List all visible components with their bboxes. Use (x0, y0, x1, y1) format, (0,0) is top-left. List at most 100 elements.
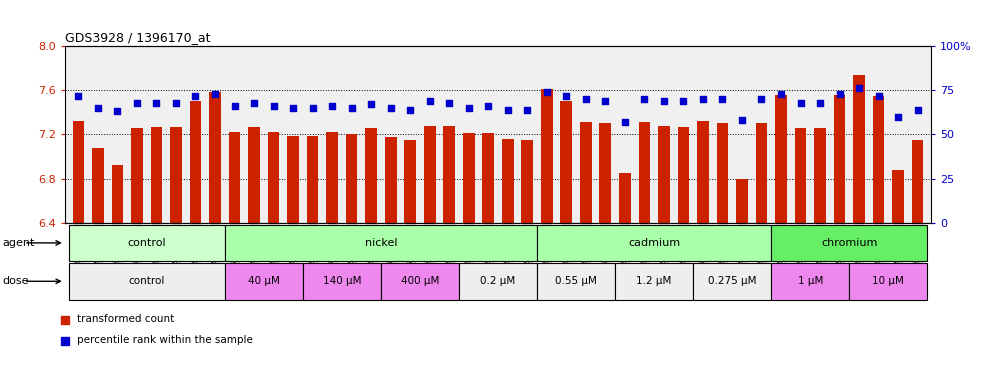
Point (636, 96, 652, 102)
Point (148, 99, 164, 106)
Point (71, 93, 87, 99)
Bar (303, 263, 380, 300)
Bar (756, 123, 767, 223)
Point (812, 99, 828, 106)
Point (128, 99, 145, 106)
Point (675, 98, 691, 104)
Text: chromium: chromium (821, 238, 877, 248)
Text: transformed count: transformed count (77, 314, 174, 324)
Bar (248, 127, 260, 223)
Bar (716, 123, 728, 223)
Text: 40 μM: 40 μM (248, 276, 280, 286)
Bar (775, 94, 787, 223)
Bar (580, 122, 592, 223)
Point (226, 103, 242, 109)
Text: percentile rank within the sample: percentile rank within the sample (77, 335, 253, 345)
Bar (482, 133, 494, 223)
Bar (463, 133, 474, 223)
Point (305, 105, 321, 111)
Point (480, 103, 496, 109)
Bar (537, 263, 616, 300)
Bar (112, 165, 124, 223)
Point (402, 107, 418, 113)
Text: nickel: nickel (365, 238, 397, 248)
Text: 0.275 μM: 0.275 μM (708, 276, 756, 286)
Point (714, 96, 730, 102)
Bar (384, 137, 396, 223)
Bar (131, 128, 142, 223)
Text: dose: dose (2, 276, 29, 286)
Point (500, 107, 516, 113)
Bar (854, 75, 865, 223)
Bar (600, 123, 612, 223)
Point (246, 99, 262, 106)
Bar (225, 225, 537, 261)
Bar (795, 128, 807, 223)
Point (598, 98, 614, 104)
Bar (150, 127, 162, 223)
Point (324, 103, 340, 109)
Point (421, 98, 437, 104)
Point (187, 93, 203, 99)
Bar (502, 139, 514, 223)
Bar (771, 225, 927, 261)
Bar (69, 225, 225, 261)
Point (890, 114, 906, 120)
Text: control: control (128, 276, 165, 286)
Point (90, 105, 106, 111)
Point (168, 99, 184, 106)
Bar (911, 140, 923, 223)
Point (285, 105, 301, 111)
Bar (225, 263, 303, 300)
Bar (771, 263, 850, 300)
Text: 10 μM: 10 μM (872, 276, 904, 286)
Point (364, 101, 379, 108)
Bar (170, 127, 182, 223)
Bar (69, 263, 225, 300)
Bar (404, 140, 416, 223)
Point (734, 117, 750, 123)
Bar (366, 128, 377, 223)
Bar (189, 101, 201, 223)
Bar (619, 173, 630, 223)
Point (773, 91, 789, 97)
Bar (693, 263, 771, 300)
Text: 1 μM: 1 μM (798, 276, 823, 286)
Bar (346, 134, 358, 223)
Point (695, 96, 711, 102)
Bar (697, 121, 709, 223)
Bar (541, 89, 553, 223)
Text: control: control (127, 238, 166, 248)
Bar (287, 136, 299, 223)
Point (578, 96, 594, 102)
Bar (850, 263, 927, 300)
Point (617, 119, 632, 125)
Point (832, 91, 848, 97)
Text: 140 μM: 140 μM (323, 276, 362, 286)
Point (559, 93, 575, 99)
Text: 400 μM: 400 μM (400, 276, 439, 286)
Bar (327, 132, 338, 223)
Bar (380, 263, 459, 300)
Point (207, 91, 223, 97)
Bar (736, 179, 748, 223)
Bar (638, 122, 650, 223)
Bar (424, 126, 435, 223)
Bar (229, 132, 240, 223)
Bar (677, 127, 689, 223)
Point (382, 105, 398, 111)
Bar (814, 128, 826, 223)
Text: GDS3928 / 1396170_at: GDS3928 / 1396170_at (65, 31, 210, 44)
Point (539, 89, 555, 95)
Text: 0.2 μM: 0.2 μM (480, 276, 516, 286)
Bar (92, 147, 104, 223)
Bar (209, 93, 221, 223)
Bar (459, 263, 537, 300)
Point (656, 98, 672, 104)
Bar (834, 94, 846, 223)
Bar (522, 140, 533, 223)
Text: 1.2 μM: 1.2 μM (636, 276, 672, 286)
Text: cadmium: cadmium (628, 238, 680, 248)
Point (793, 99, 809, 106)
Bar (268, 132, 280, 223)
